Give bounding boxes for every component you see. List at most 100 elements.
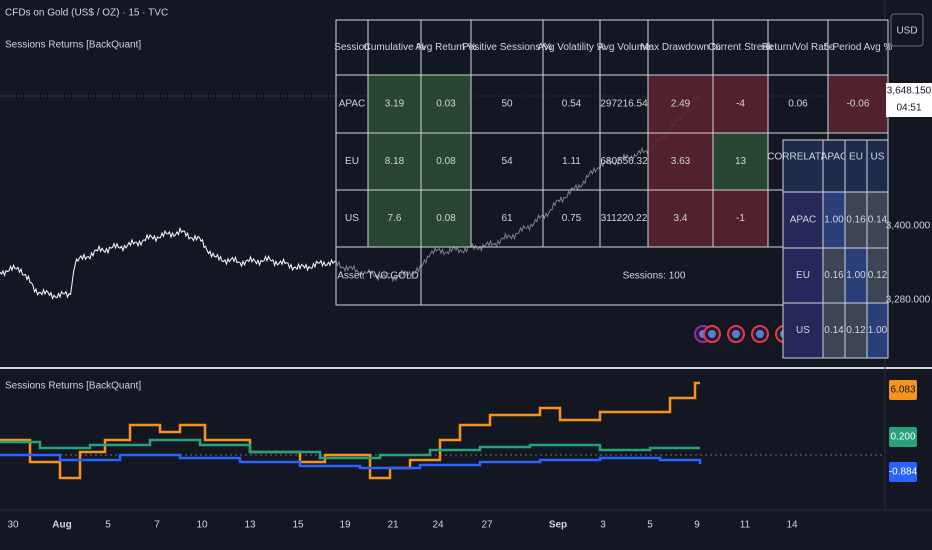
currency-label[interactable]: USD [896, 26, 917, 37]
time-tick: 5 [647, 520, 653, 531]
cell-text: 680556.32 [600, 156, 648, 167]
price-tick: 3,400.000 [886, 221, 931, 232]
time-tick: 13 [244, 520, 256, 531]
time-tick: 15 [292, 520, 304, 531]
cell-text: 1.11 [562, 156, 581, 167]
time-tick: 30 [7, 520, 19, 531]
value-label-box [889, 380, 917, 400]
table-cell [712, 132, 769, 191]
header-text: Return/Vol Ratio [762, 42, 835, 53]
table-cell [420, 189, 472, 248]
table-cell [712, 74, 769, 134]
cell-text: 50 [501, 99, 513, 110]
time-tick: 27 [481, 520, 493, 531]
corr-text: 0.14 [868, 215, 888, 226]
table-cell [647, 189, 714, 248]
cell-text: 54 [501, 156, 513, 167]
corr-header-text: APAC [821, 152, 848, 163]
table-cell [367, 74, 422, 134]
symbol-title: CFDs on Gold (US$ / OZ) · 15 · TVC [5, 8, 168, 19]
header-text: Avg Return % [415, 42, 477, 53]
time-tick: 9 [694, 520, 700, 531]
corr-header-cell [866, 139, 889, 193]
lower-pane-title: Sessions Returns [BackQuant] [5, 381, 141, 392]
table-cell [420, 132, 472, 191]
corr-header-cell [844, 139, 868, 193]
time-tick: 14 [786, 520, 798, 531]
countdown: 04:51 [896, 103, 921, 114]
cell-text: 3.63 [671, 156, 691, 167]
price-tick: 3,280.000 [886, 295, 931, 306]
cell-text: 13 [735, 156, 747, 167]
eu-line [0, 438, 700, 460]
footer-text: Asset: TVC:GOLD [337, 271, 419, 282]
corr-text: 0.14 [824, 325, 844, 336]
cell-text: APAC [339, 99, 366, 110]
time-tick: 3 [600, 520, 606, 531]
time-tick: Sep [549, 520, 567, 531]
cell-text: 7.6 [388, 213, 402, 224]
currency-button[interactable] [890, 13, 924, 47]
cell-text: 0.54 [562, 99, 582, 110]
cell-text: 297216.54 [600, 99, 648, 110]
event-flag [732, 330, 740, 338]
corr-text: 0.16 [824, 270, 844, 281]
cell-text: -4 [736, 99, 745, 110]
last-price: 3,648.150 [887, 86, 932, 97]
cell-text: 0.06 [788, 99, 808, 110]
header-text: Avg Volatility % [537, 42, 605, 53]
cell-text: 0.08 [436, 156, 456, 167]
cell-text: 0.75 [562, 213, 582, 224]
corr-text: 1.00 [868, 325, 888, 336]
event-flag [756, 330, 764, 338]
corr-header-text: US [871, 152, 885, 163]
cell-text: 8.18 [385, 156, 405, 167]
cell-text: -1 [736, 213, 745, 224]
cell-text: 0.08 [436, 213, 456, 224]
corr-header-cell [822, 139, 846, 193]
value-label-box [889, 427, 917, 447]
header-text: Max Drawdown % [640, 42, 721, 53]
cell-text: 61 [501, 213, 513, 224]
header-text: Cumulative % [364, 42, 426, 53]
table-cell [367, 189, 422, 248]
corr-text: 0.12 [868, 270, 888, 281]
last-price-box [886, 83, 932, 117]
time-tick: Aug [52, 520, 71, 531]
table-cell [420, 74, 472, 134]
header-text: Current Streak [708, 42, 774, 53]
corr-text: 1.00 [846, 270, 866, 281]
value-label-box [889, 462, 917, 482]
time-tick: 7 [154, 520, 160, 531]
cell-text: 3.19 [385, 99, 405, 110]
corr-header-text: EU [849, 152, 863, 163]
header-text: 5-Period Avg % [824, 42, 893, 53]
indicator-title: Sessions Returns [BackQuant] [5, 40, 141, 51]
value-label: 6.083 [890, 385, 915, 396]
corr-text: 1.00 [824, 215, 844, 226]
corr-cell [782, 247, 824, 304]
table-cell [827, 74, 889, 134]
cell-text: US [345, 213, 359, 224]
time-tick: 24 [432, 520, 444, 531]
us-line [0, 453, 702, 470]
cell-text: 2.49 [671, 99, 691, 110]
header-text: Positive Sessions % [462, 42, 552, 53]
value-label: -0.884 [889, 467, 918, 478]
value-label: 0.200 [890, 432, 915, 443]
event-flag [708, 330, 716, 338]
corr-cell [866, 302, 889, 359]
time-tick: 11 [740, 520, 751, 531]
time-tick: 21 [387, 520, 399, 531]
header-text: Avg Volume [597, 42, 651, 53]
cell-text: -0.06 [847, 99, 870, 110]
cell-text: 3.4 [674, 213, 688, 224]
cell-text: EU [345, 156, 359, 167]
time-tick: 5 [105, 520, 111, 531]
cell-text: 0.03 [436, 99, 456, 110]
table-cell [367, 132, 422, 191]
header-text: Session [334, 42, 370, 53]
time-tick: 10 [196, 520, 208, 531]
corr-text: EU [796, 270, 810, 281]
